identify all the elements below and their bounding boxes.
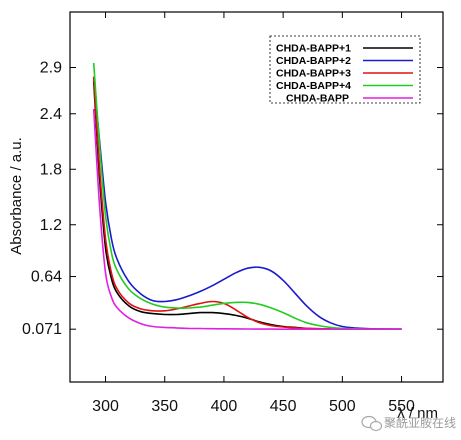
- legend-label: CHDA-BAPP+3: [276, 68, 351, 80]
- x-tick-label: 350: [151, 398, 178, 415]
- series-line-2: [92, 76, 402, 330]
- plot-frame: [69, 11, 444, 383]
- series-line-1: [92, 81, 402, 331]
- watermark-text: 聚酰亚胺在线: [384, 416, 456, 430]
- x-tick-label: 500: [329, 398, 356, 415]
- x-axis-title: λ / nm: [397, 405, 438, 422]
- series-line-3: [92, 76, 402, 331]
- watermark: 聚酰亚胺在线: [361, 415, 456, 432]
- y-axis-title: Absorbance / a.u.: [8, 137, 25, 255]
- y-tick-label: 2.4: [40, 106, 62, 123]
- legend-label: CHDA-BAPP+1: [276, 43, 351, 55]
- legend-box: [269, 35, 421, 104]
- x-axis-ticks: 300 350 400 450 500 550: [92, 12, 415, 415]
- x-tick-label: 450: [270, 398, 297, 415]
- series-lines: [92, 62, 402, 331]
- y-tick-label: 1.8: [40, 161, 62, 178]
- x-tick-label: 300: [92, 398, 119, 415]
- x-tick-label: 400: [211, 398, 238, 415]
- legend-label: CHDA-BAPP+2: [276, 55, 351, 67]
- series-line-5: [92, 109, 402, 331]
- x-tick-label: 550: [388, 398, 415, 415]
- legend-label: CHDA-BAPP: [286, 93, 349, 105]
- legend-items: CHDA-BAPP+1CHDA-BAPP+2CHDA-BAPP+3CHDA-BA…: [276, 43, 413, 105]
- y-axis-ticks: 0.071 0.64 1.2 1.8 2.4 2.9: [22, 60, 443, 338]
- y-tick-label: 0.64: [31, 269, 62, 286]
- y-tick-label: 1.2: [40, 217, 62, 234]
- y-tick-label: 2.9: [40, 60, 62, 77]
- legend-label: CHDA-BAPP+4: [276, 80, 351, 92]
- y-tick-label: 0.071: [22, 321, 62, 338]
- wechat-icon: [361, 415, 383, 432]
- legend: CHDA-BAPP+1CHDA-BAPP+2CHDA-BAPP+3CHDA-BA…: [269, 35, 421, 105]
